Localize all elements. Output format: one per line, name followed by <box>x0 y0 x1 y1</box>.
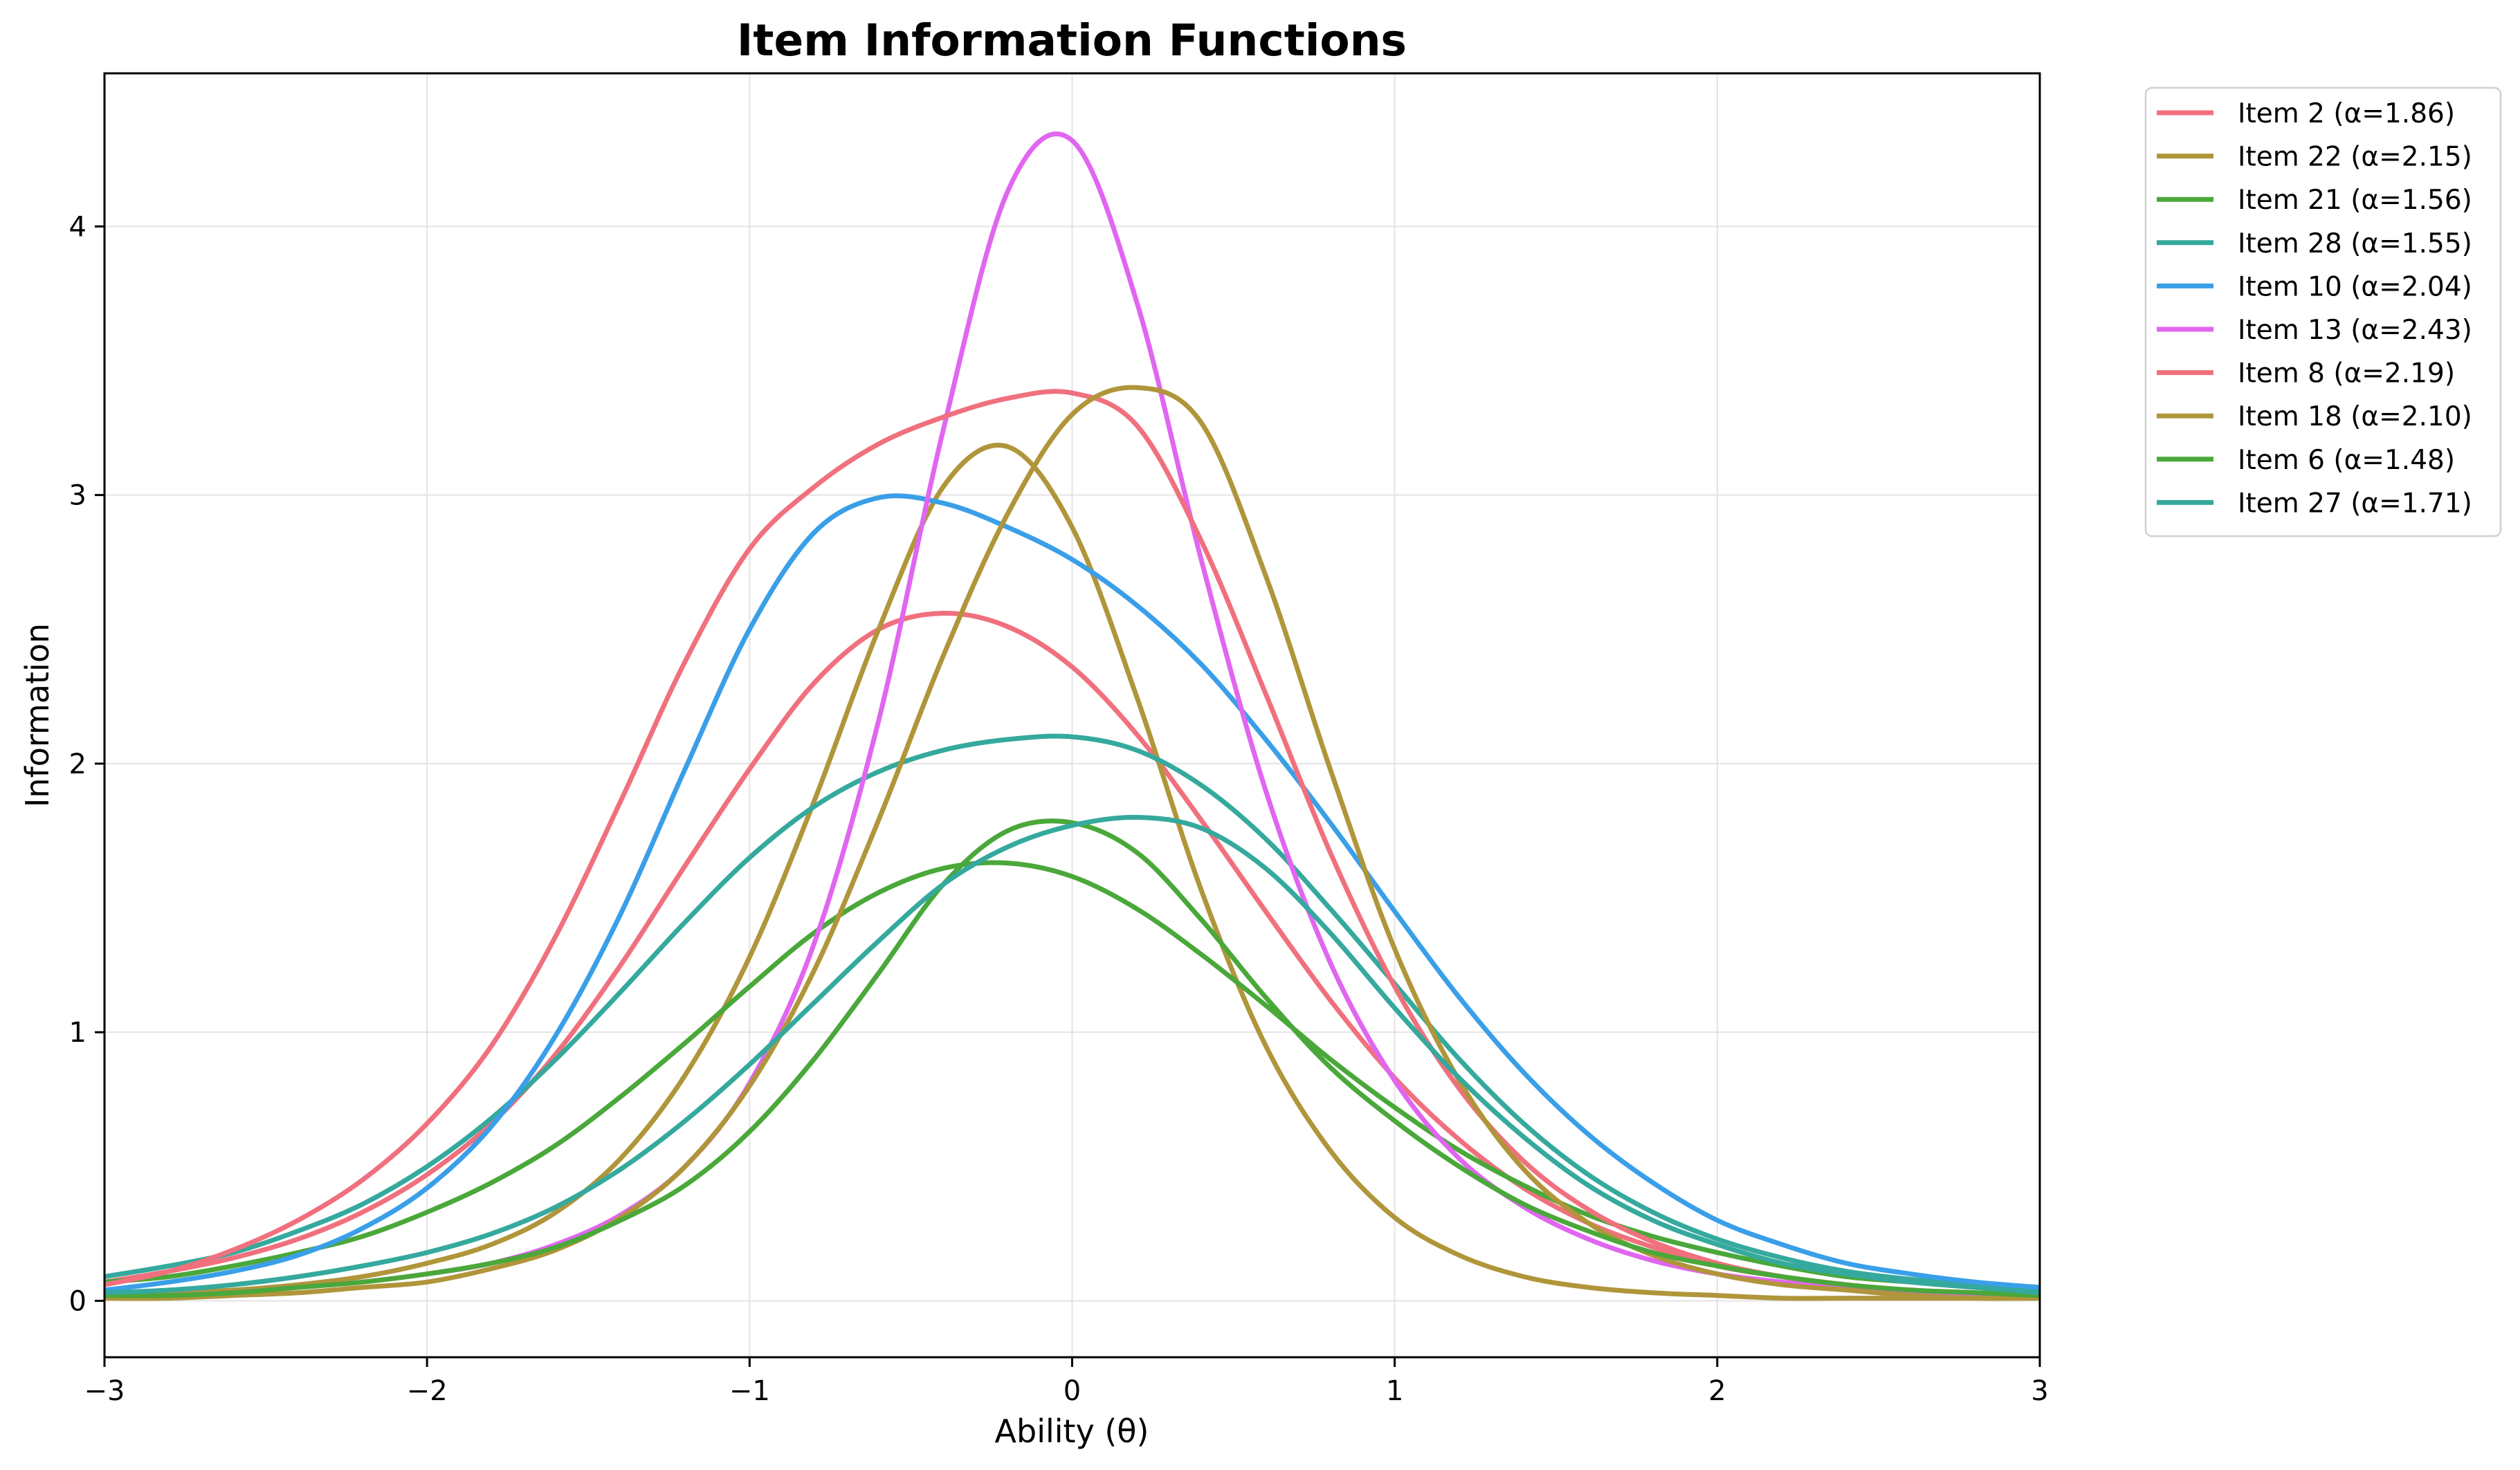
y-tick-label-3: 3 <box>69 480 86 512</box>
y-tick-label-4: 4 <box>69 211 86 243</box>
legend-label-6: Item 8 (α=2.19) <box>2238 358 2455 389</box>
plot-series-group <box>104 131 2040 1301</box>
series-line-0 <box>104 610 2040 1298</box>
legend-label-1: Item 22 (α=2.15) <box>2238 142 2472 173</box>
series-line-8 <box>104 818 2040 1298</box>
y-tick-label-2: 2 <box>69 748 86 780</box>
x-axis: −3 −2 −1 0 1 2 3 <box>84 1357 2049 1407</box>
y-tick-label-1: 1 <box>69 1017 86 1049</box>
legend-box <box>2144 86 2502 538</box>
legend-label-2: Item 21 (α=1.56) <box>2238 185 2472 216</box>
series-line-4 <box>104 493 2040 1293</box>
series-line-6 <box>104 389 2040 1298</box>
y-tick-label-0: 0 <box>69 1285 86 1317</box>
series-line-7 <box>104 385 2040 1301</box>
series-line-1 <box>104 443 2040 1301</box>
x-tick-label-4: 1 <box>1386 1375 1403 1407</box>
legend-label-4: Item 10 (α=2.04) <box>2238 271 2472 302</box>
series-line-3 <box>104 733 2040 1293</box>
legend: Item 2 (α=1.86) Item 22 (α=2.15) Item 21 (… <box>2144 86 2502 538</box>
x-tick-label-1: −2 <box>407 1375 448 1407</box>
legend-label-5: Item 13 (α=2.43) <box>2238 315 2472 346</box>
x-tick-label-2: −1 <box>729 1375 770 1407</box>
series-line-2 <box>104 860 2040 1293</box>
y-axis-label: Information <box>19 623 56 807</box>
x-tick-label-3: 0 <box>1063 1375 1081 1407</box>
legend-label-0: Item 2 (α=1.86) <box>2238 98 2455 129</box>
x-tick-label-0: −3 <box>84 1375 125 1407</box>
x-axis-label: Ability (θ) <box>995 1413 1149 1450</box>
grid <box>104 73 2040 1357</box>
legend-label-8: Item 6 (α=1.48) <box>2238 445 2455 476</box>
legend-label-3: Item 28 (α=1.55) <box>2238 228 2472 259</box>
series-line-9 <box>104 814 2040 1296</box>
y-axis: 0 1 2 3 4 <box>69 211 104 1317</box>
legend-label-7: Item 18 (α=2.10) <box>2238 401 2472 432</box>
x-tick-label-5: 2 <box>1708 1375 1726 1407</box>
chart-title: Item Information Functions <box>737 15 1407 66</box>
x-tick-label-6: 3 <box>2031 1375 2048 1407</box>
legend-label-9: Item 27 (α=1.71) <box>2238 488 2472 519</box>
